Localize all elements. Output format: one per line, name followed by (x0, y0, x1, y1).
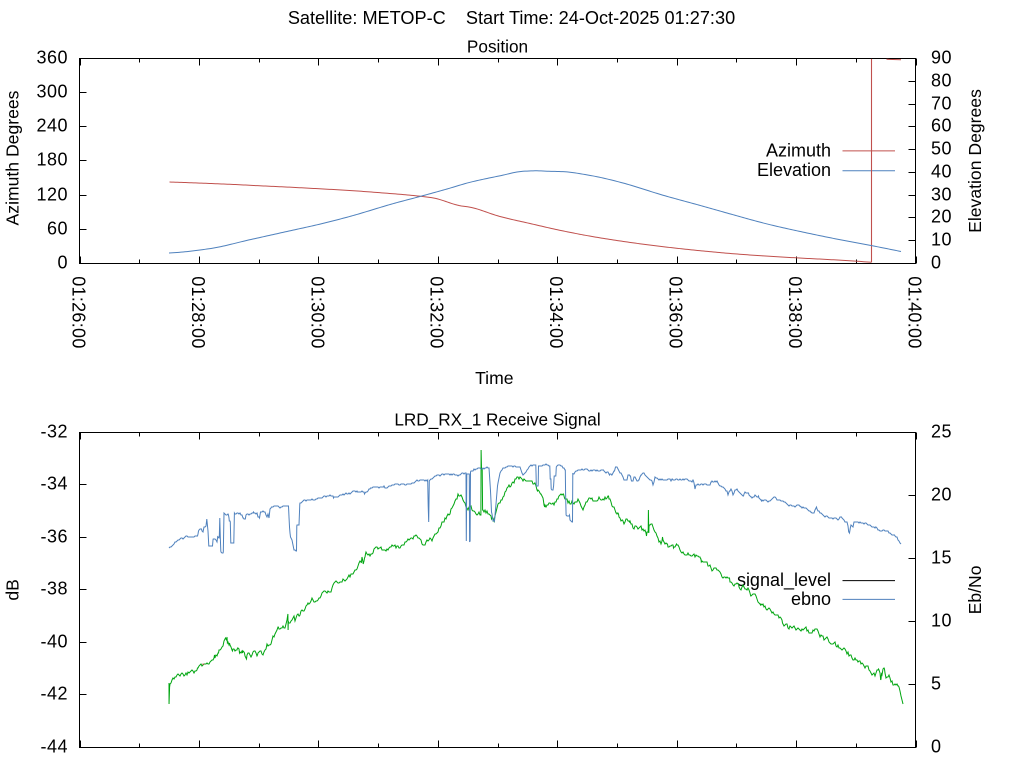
svg-text:signal_level: signal_level (737, 570, 831, 591)
svg-text:01:26:00: 01:26:00 (68, 276, 88, 348)
svg-text:60: 60 (47, 218, 68, 238)
svg-text:-42: -42 (40, 683, 68, 703)
svg-text:dB: dB (3, 579, 23, 601)
svg-text:10: 10 (931, 610, 952, 630)
svg-text:Satellite: METOP-C Start Ti: Satellite: METOP-C Start Time: 24-Oct-20… (288, 8, 735, 28)
svg-text:Azimuth Degrees: Azimuth Degrees (3, 90, 23, 225)
svg-text:90: 90 (931, 47, 952, 67)
svg-text:20: 20 (931, 484, 952, 504)
svg-text:01:30:00: 01:30:00 (307, 276, 327, 348)
svg-text:Azimuth: Azimuth (766, 140, 831, 160)
svg-text:20: 20 (931, 206, 952, 226)
svg-text:-40: -40 (40, 631, 68, 651)
svg-text:5: 5 (931, 673, 942, 693)
svg-text:360: 360 (36, 47, 68, 67)
svg-text:01:32:00: 01:32:00 (427, 276, 447, 348)
svg-text:01:38:00: 01:38:00 (785, 276, 805, 348)
svg-text:LRD_RX_1 Receive Signal: LRD_RX_1 Receive Signal (394, 409, 600, 429)
svg-text:10: 10 (931, 229, 952, 249)
svg-text:ebno: ebno (791, 589, 831, 609)
svg-text:0: 0 (931, 252, 942, 272)
svg-text:01:40:00: 01:40:00 (904, 276, 924, 348)
svg-text:01:34:00: 01:34:00 (546, 276, 566, 348)
svg-text:01:36:00: 01:36:00 (666, 276, 686, 348)
svg-text:240: 240 (36, 115, 68, 135)
svg-text:Position: Position (467, 37, 528, 57)
svg-text:30: 30 (931, 184, 952, 204)
svg-text:-38: -38 (40, 578, 68, 598)
svg-text:15: 15 (931, 547, 952, 567)
svg-text:-32: -32 (40, 421, 68, 441)
svg-text:-36: -36 (40, 526, 68, 546)
svg-text:25: 25 (931, 421, 952, 441)
svg-text:80: 80 (931, 70, 952, 90)
svg-text:50: 50 (931, 138, 952, 158)
svg-text:Elevation: Elevation (757, 160, 831, 180)
svg-text:01:28:00: 01:28:00 (188, 276, 208, 348)
svg-text:40: 40 (931, 161, 952, 181)
svg-text:60: 60 (931, 115, 952, 135)
svg-text:0: 0 (931, 736, 942, 756)
svg-text:Elevation Degrees: Elevation Degrees (965, 89, 985, 233)
svg-text:0: 0 (57, 252, 68, 272)
svg-text:Eb/No: Eb/No (965, 565, 985, 614)
svg-text:-44: -44 (40, 736, 68, 756)
svg-text:70: 70 (931, 93, 952, 113)
svg-text:120: 120 (36, 184, 68, 204)
svg-text:180: 180 (36, 149, 68, 169)
svg-text:Time: Time (475, 368, 513, 388)
svg-text:-34: -34 (40, 473, 68, 493)
svg-text:300: 300 (36, 81, 68, 101)
